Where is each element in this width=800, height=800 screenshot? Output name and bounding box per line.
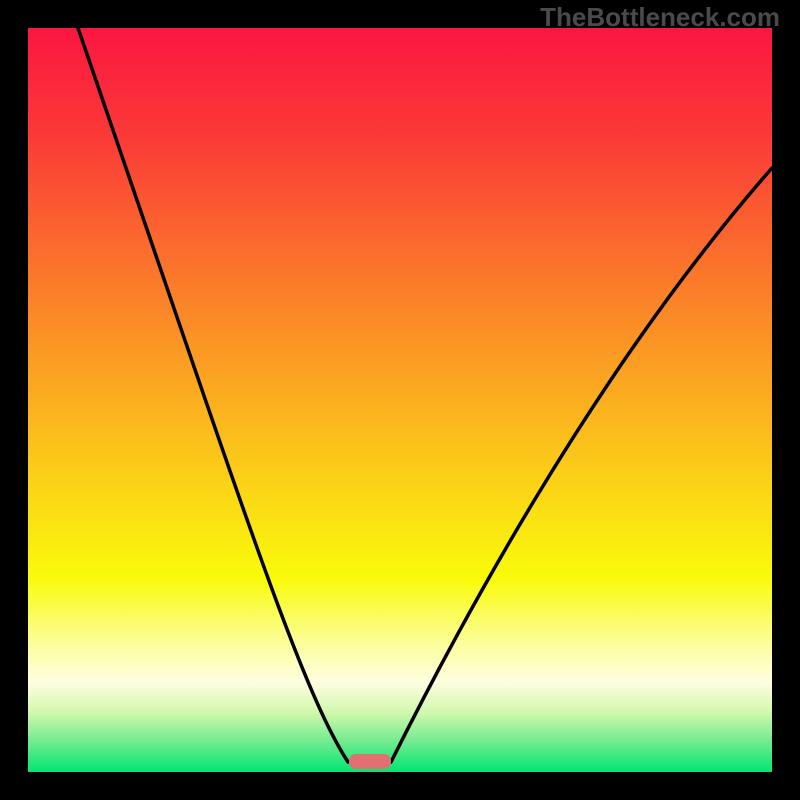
gradient-background	[28, 28, 772, 772]
minimum-marker	[349, 754, 391, 769]
bottleneck-curve-chart	[28, 28, 772, 772]
chart-frame: TheBottleneck.com	[0, 0, 800, 800]
watermark-text: TheBottleneck.com	[540, 2, 780, 33]
plot-area	[28, 28, 772, 772]
